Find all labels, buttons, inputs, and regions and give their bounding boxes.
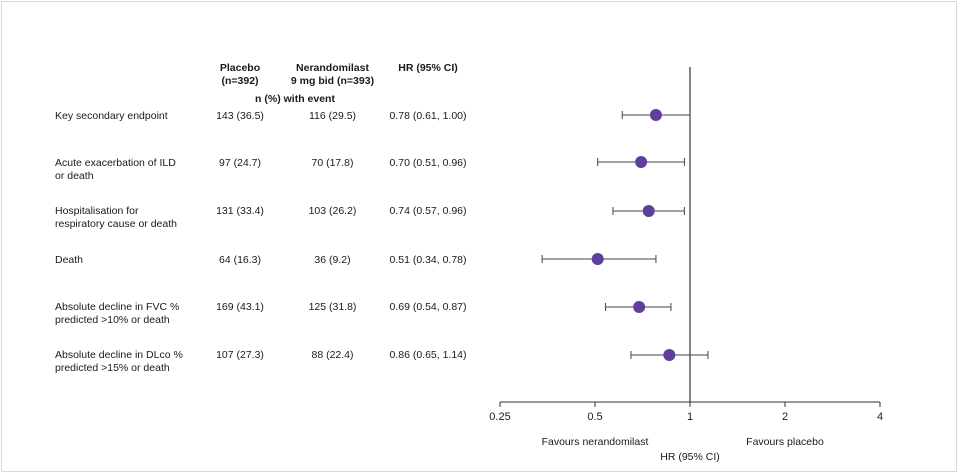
header-nerandomilast: Nerandomilast 9 mg bid (n=393) [290, 62, 375, 87]
x-tick-label: 0.5 [587, 411, 602, 423]
hr-point [633, 301, 646, 313]
row-hr-value: 0.70 (0.51, 0.96) [389, 157, 467, 169]
row-label: Acute exacerbation of ILD or death [55, 157, 176, 182]
row-placebo-value: 97 (24.7) [218, 157, 262, 169]
row-hr-value: 0.86 (0.65, 1.14) [389, 349, 467, 361]
x-tick-label: 4 [877, 411, 883, 423]
header-placebo: Placebo (n=392) [219, 62, 261, 87]
row-nerandomilast-value: 36 (9.2) [314, 254, 351, 266]
row-placebo-value: 131 (33.4) [216, 205, 264, 217]
x-axis-label: HR (95% CI) [660, 451, 720, 463]
row-hr-value: 0.69 (0.54, 0.87) [389, 301, 467, 313]
row-placebo-value: 64 (16.3) [218, 254, 262, 266]
x-tick-label: 2 [782, 411, 788, 423]
row-hr-value: 0.74 (0.57, 0.96) [389, 205, 467, 217]
row-nerandomilast-value: 88 (22.4) [311, 349, 354, 361]
row-nerandomilast-value: 116 (29.5) [308, 110, 357, 122]
header-hr: HR (95% CI) [398, 62, 458, 74]
row-label: Absolute decline in FVC % predicted >10%… [55, 301, 180, 326]
row-placebo-value: 169 (43.1) [216, 301, 264, 313]
x-tick-label: 0.25 [489, 411, 510, 423]
annotation-favours-placebo: Favours placebo [746, 436, 824, 448]
row-hr-value: 0.78 (0.61, 1.00) [389, 110, 467, 122]
row-nerandomilast-value: 103 (26.2) [308, 205, 357, 217]
row-label: Key secondary endpoint [55, 110, 168, 122]
hr-point [649, 109, 662, 121]
row-hr-value: 0.51 (0.34, 0.78) [389, 254, 467, 266]
hr-point [663, 349, 676, 361]
row-label: Death [55, 254, 84, 266]
row-placebo-value: 107 (27.3) [216, 349, 264, 361]
annotation-favours-nerandomilast: Favours nerandomilast [541, 436, 649, 448]
row-nerandomilast-value: 125 (31.8) [308, 301, 357, 313]
x-tick-label: 1 [687, 411, 693, 423]
row-label: Absolute decline in DLco % predicted >15… [55, 349, 183, 374]
hr-point [635, 156, 648, 168]
hr-point [591, 253, 604, 265]
row-label: Hospitalisation for respiratory cause or… [55, 205, 177, 230]
header-event: n (%) with event [255, 93, 335, 105]
row-nerandomilast-value: 70 (17.8) [311, 157, 354, 169]
row-placebo-value: 143 (36.5) [216, 110, 264, 122]
hr-point [642, 205, 655, 217]
